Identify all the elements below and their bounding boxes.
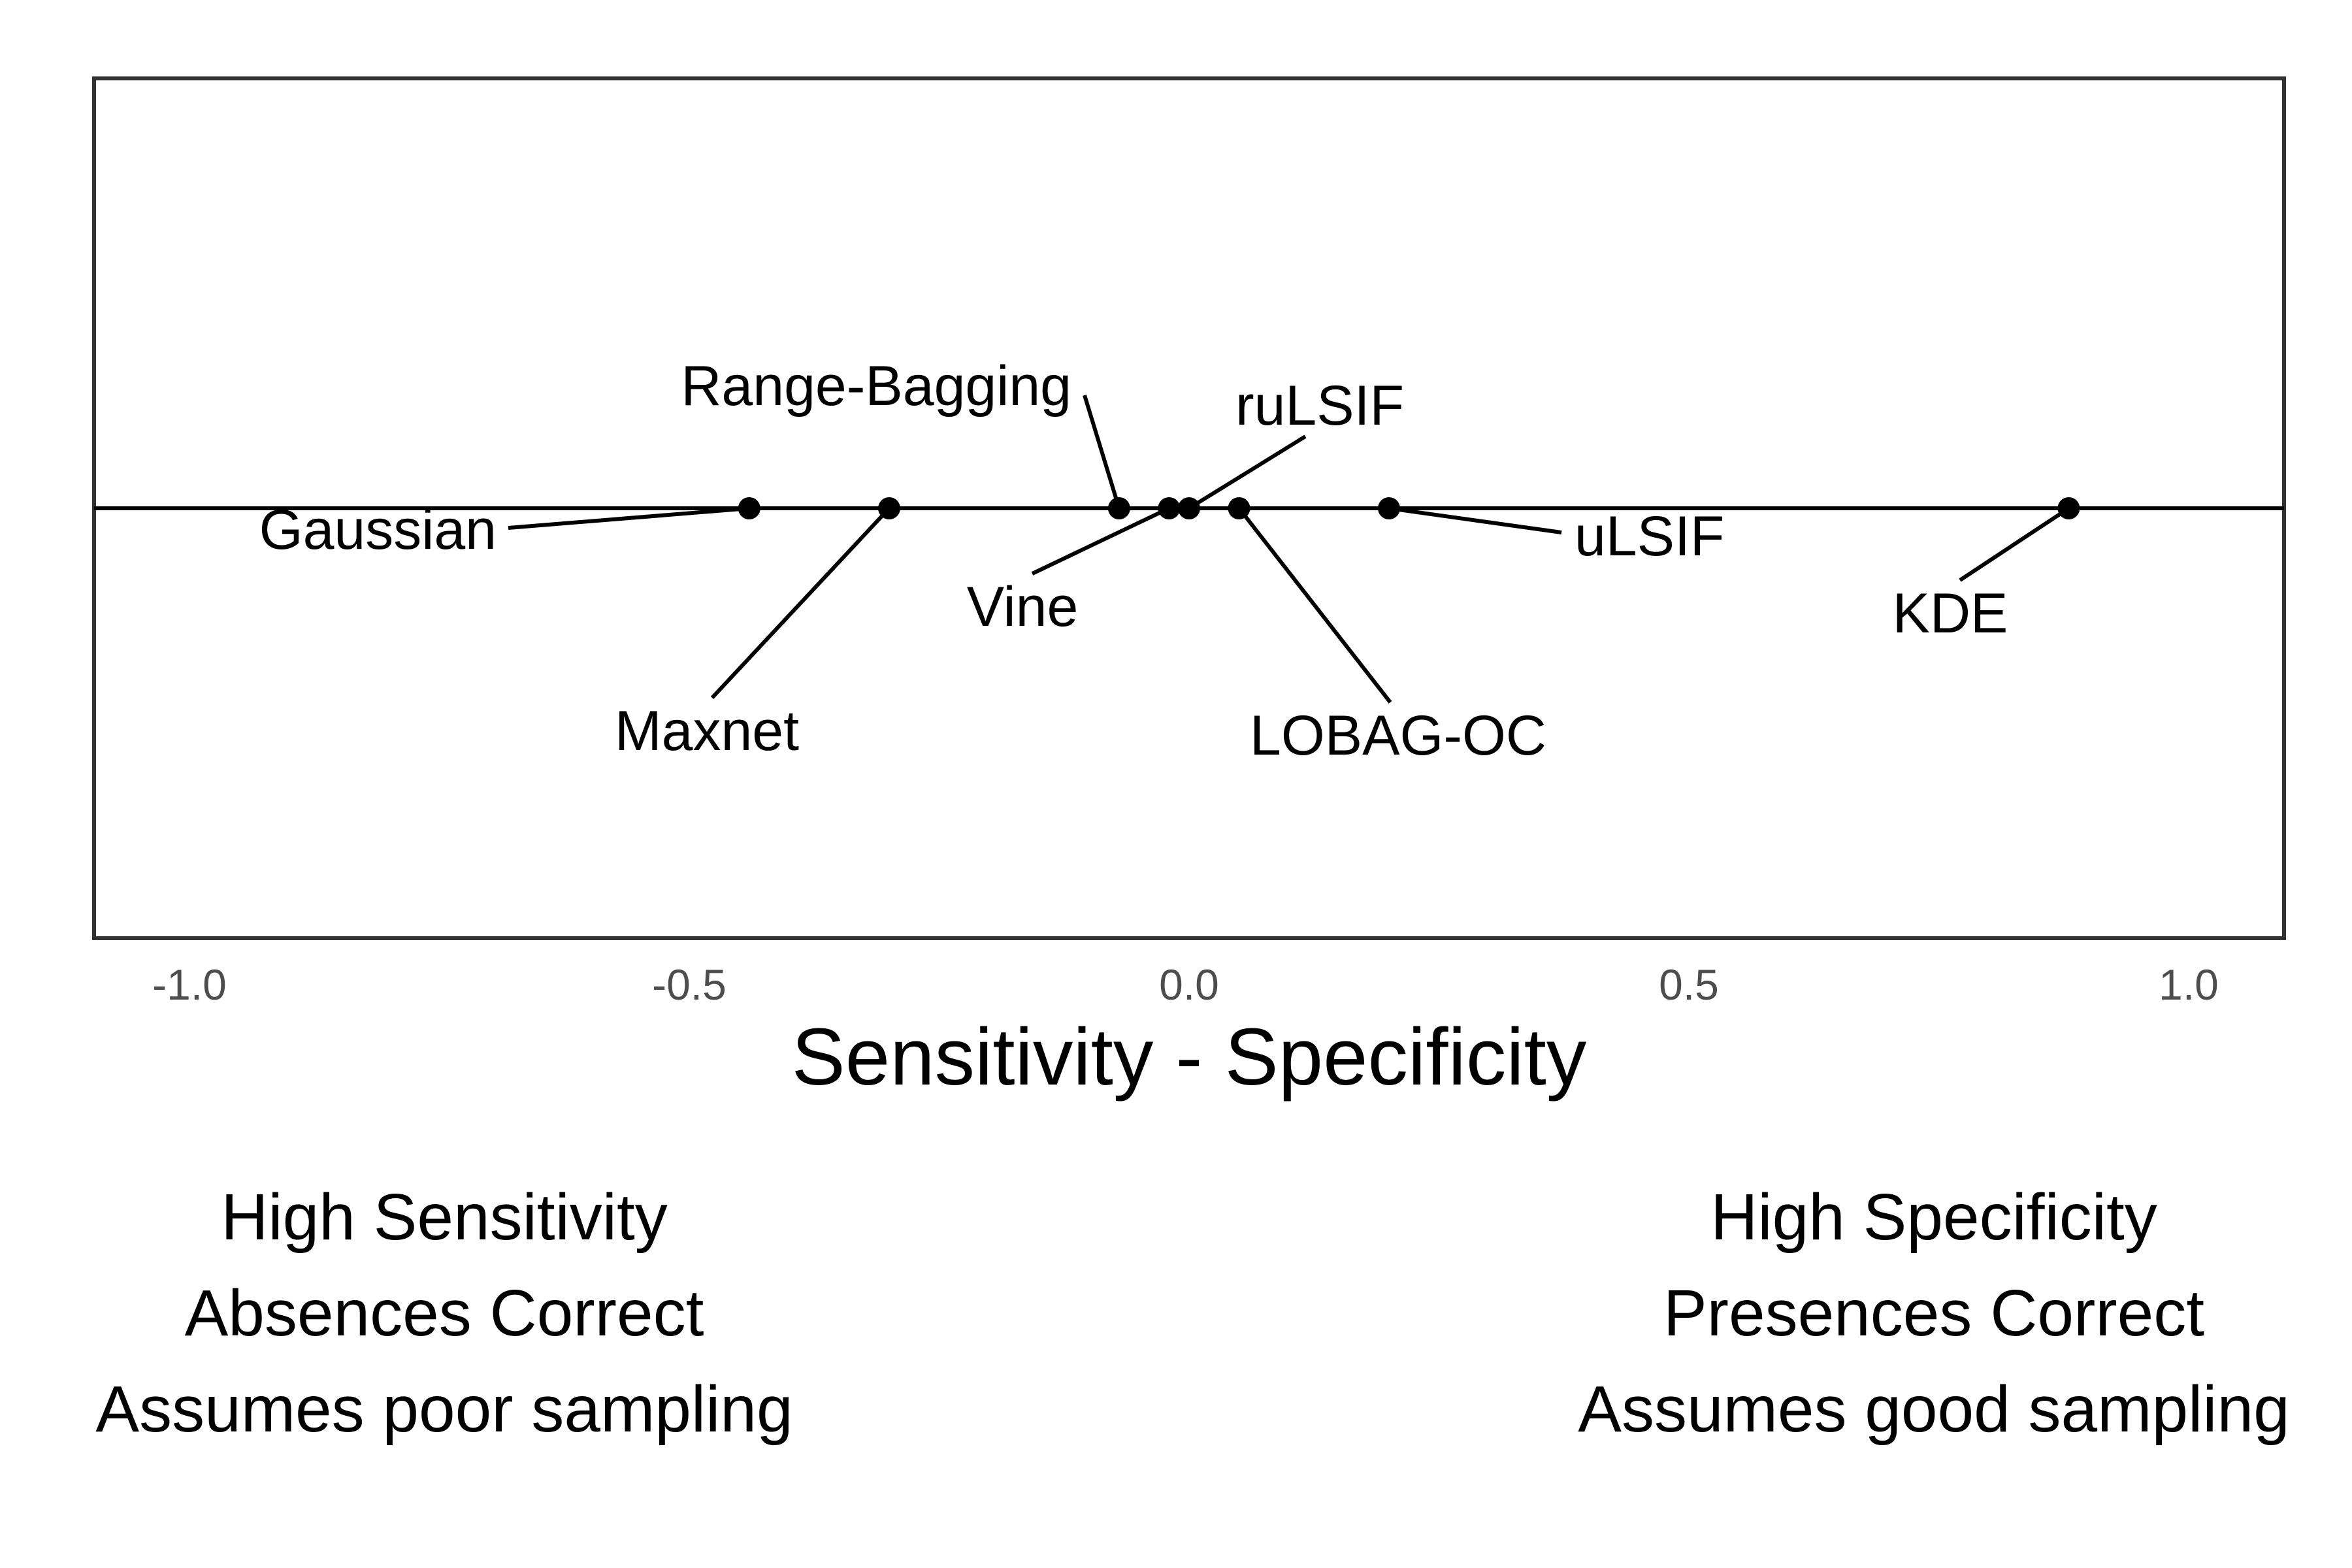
x-tick-label: 1.0 — [2159, 960, 2219, 1009]
footer-right-line-2: Presences Correct — [1663, 1277, 2205, 1350]
point-gaussian — [738, 497, 760, 519]
x-tick-labels: -1.0 -0.5 0.0 0.5 1.0 — [152, 960, 2219, 1009]
point-label-kde: KDE — [1893, 582, 2008, 645]
point-label-rulsif: ruLSIF — [1235, 374, 1404, 437]
point-label-gaussian: Gaussian — [259, 498, 497, 561]
footer-right-line-3: Assumes good sampling — [1578, 1373, 2290, 1446]
point-maxnet — [878, 497, 900, 519]
chart: Gaussian Maxnet Range-Bagging Vine ruLSIF LOB… — [92, 76, 2286, 1102]
leader-ulsif — [1388, 506, 1562, 534]
footer-left: High Sensitivity Absences Correct Assume… — [20, 1169, 869, 1458]
leader-vine — [1031, 506, 1170, 576]
x-tick-label: -0.5 — [652, 960, 727, 1009]
point-range-bagging — [1107, 497, 1130, 519]
leader-gaussian — [508, 506, 750, 530]
footer-left-line-3: Assumes poor sampling — [95, 1373, 793, 1446]
data-points — [738, 497, 2080, 519]
x-tick-label: 0.5 — [1659, 960, 1719, 1009]
leader-range-bagging — [1083, 395, 1121, 509]
point-vine — [1158, 497, 1181, 519]
footer-right: High Specificity Presences Correct Assum… — [1509, 1169, 2352, 1458]
leader-lobag-oc — [1237, 507, 1392, 704]
point-label-range-bagging: Range-Bagging — [681, 355, 1071, 417]
point-rulsif — [1178, 497, 1200, 519]
leader-lines — [508, 395, 2070, 704]
point-label-lobag-oc: LOBAG-OC — [1250, 704, 1546, 767]
leader-maxnet — [710, 506, 891, 700]
leader-rulsif — [1188, 434, 1307, 510]
point-label-vine: Vine — [967, 576, 1079, 638]
point-label-ulsif: uLSIF — [1575, 505, 1724, 568]
point-ulsif — [1378, 497, 1400, 519]
point-label-maxnet: Maxnet — [615, 700, 799, 762]
point-kde — [2057, 497, 2080, 519]
footer-right-line-1: High Specificity — [1710, 1181, 2157, 1254]
x-axis-title: Sensitivity - Specificity — [792, 1013, 1587, 1102]
x-tick-label: 0.0 — [1159, 960, 1219, 1009]
x-tick-label: -1.0 — [152, 960, 227, 1009]
leader-kde — [1959, 506, 2070, 582]
point-lobag-oc — [1228, 497, 1250, 519]
point-labels: Gaussian Maxnet Range-Bagging Vine ruLSIF LOB… — [259, 355, 2008, 767]
footer-left-line-1: High Sensitivity — [221, 1181, 668, 1254]
footer-left-line-2: Absences Correct — [184, 1277, 704, 1350]
